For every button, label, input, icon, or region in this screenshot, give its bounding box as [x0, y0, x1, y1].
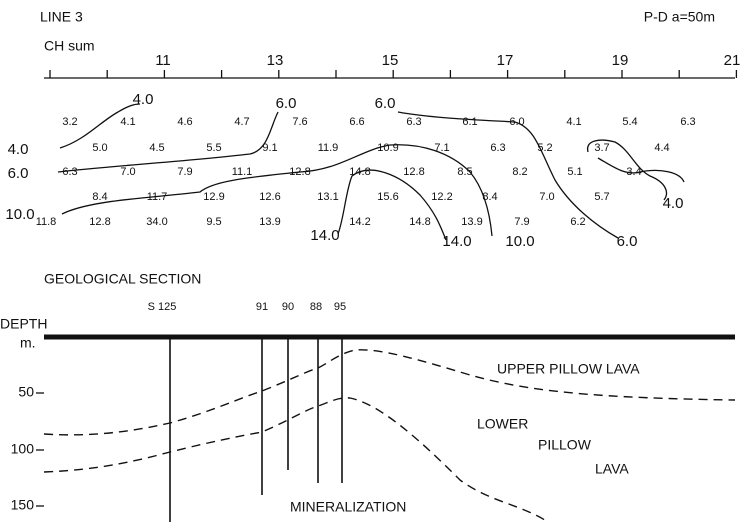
hole-label: 90	[282, 301, 294, 313]
apparent-value: 9.1	[262, 142, 277, 154]
scale-tick-label: 13	[267, 52, 284, 69]
apparent-value: 6.2	[570, 216, 585, 228]
apparent-value: 7.9	[177, 166, 192, 178]
contour-label: 14.0	[442, 233, 471, 250]
apparent-value: 13.1	[317, 191, 338, 203]
contour-label: 6.0	[617, 233, 638, 250]
apparent-value: 6.1	[462, 116, 477, 128]
apparent-value: 8.4	[92, 191, 107, 203]
apparent-value: 7.1	[434, 142, 449, 154]
apparent-value: 6.0	[509, 116, 524, 128]
contour-label: 6.0	[276, 95, 297, 112]
hole-label: 91	[256, 301, 268, 313]
apparent-value: 11.9	[318, 142, 339, 154]
apparent-value: 3.4	[626, 166, 641, 178]
apparent-value: 14.2	[349, 216, 370, 228]
apparent-value: 8.5	[457, 166, 472, 178]
apparent-value: 4.5	[149, 142, 164, 154]
apparent-value: 12.8	[403, 166, 424, 178]
apparent-value: 3.2	[62, 116, 77, 128]
scale-tick-label: 21	[724, 52, 741, 69]
apparent-value: 5.7	[594, 191, 609, 203]
contour-label: 4.0	[8, 141, 29, 158]
apparent-value: 12.9	[203, 191, 224, 203]
unit-label: PILLOW	[538, 437, 592, 453]
mineralization-label: MINERALIZATION	[290, 499, 406, 515]
depth-tick-label: 150	[11, 497, 35, 513]
unit-label: LOWER	[477, 416, 528, 432]
apparent-value: 14.8	[349, 166, 370, 178]
labels: LINE 3 P-D a=50m CH sum 11 13 15 17 19 21 3.2 4.1 4…	[0, 9, 740, 515]
apparent-value: 11.1	[232, 166, 253, 178]
apparent-value: 6.3	[490, 142, 505, 154]
apparent-value: 3.7	[594, 142, 609, 154]
apparent-value: 5.5	[206, 142, 221, 154]
apparent-value: 6.3	[62, 166, 77, 178]
depth-tick-label: 100	[11, 441, 35, 457]
hole-label: 88	[310, 301, 322, 313]
apparent-value: 4.7	[234, 116, 249, 128]
apparent-value: 12.2	[431, 191, 452, 203]
apparent-value: 34.0	[146, 216, 167, 228]
figure: LINE 3 P-D a=50m CH sum 11 13 15 17 19 21 3.2 4.1 4…	[0, 0, 744, 528]
hole-label: 95	[334, 301, 346, 313]
unit-label: UPPER PILLOW LAVA	[497, 361, 640, 377]
apparent-value: 7.6	[292, 116, 307, 128]
apparent-value: 7.0	[120, 166, 135, 178]
apparent-value: 5.1	[567, 166, 582, 178]
apparent-value: 9.5	[206, 216, 221, 228]
contour-label: 14.0	[310, 227, 339, 244]
apparent-value: 11.7	[147, 191, 168, 203]
scale-label: CH sum	[44, 38, 95, 54]
contour-label: 10.0	[505, 233, 534, 250]
scale-tick-label: 11	[155, 52, 171, 69]
unit-label: LAVA	[595, 461, 629, 477]
apparent-value: 13.9	[259, 216, 280, 228]
apparent-value: 6.3	[406, 116, 421, 128]
apparent-value: 4.1	[120, 116, 135, 128]
apparent-value: 4.1	[566, 116, 581, 128]
apparent-value: 8.4	[482, 191, 497, 203]
depth-unit: m.	[20, 335, 36, 351]
apparent-value: 5.2	[537, 142, 552, 154]
apparent-value: 12.8	[289, 166, 310, 178]
title: LINE 3	[40, 9, 83, 25]
contour-label: 6.0	[8, 165, 29, 182]
depth-label: DEPTH	[0, 316, 47, 332]
contour-label: 4.0	[133, 91, 154, 108]
apparent-value: 7.0	[539, 191, 554, 203]
hole-label: S 125	[148, 301, 177, 313]
apparent-value: 13.9	[461, 216, 482, 228]
contour-label: 4.0	[663, 195, 684, 212]
apparent-value: 14.8	[409, 216, 430, 228]
apparent-value: 5.0	[92, 142, 107, 154]
scale-tick-label: 17	[497, 52, 514, 69]
scale-tick-label: 15	[382, 52, 399, 69]
apparent-value: 7.9	[514, 216, 529, 228]
apparent-value: 11.8	[36, 216, 57, 228]
contour-label: 6.0	[375, 95, 396, 112]
apparent-value: 10.9	[377, 142, 398, 154]
apparent-value: 5.4	[622, 116, 637, 128]
apparent-value: 4.6	[177, 116, 192, 128]
contour-label: 10.0	[5, 206, 34, 223]
apparent-value: 12.6	[259, 191, 280, 203]
apparent-value: 6.3	[680, 116, 695, 128]
depth-tick-label: 50	[18, 384, 34, 400]
apparent-value: 4.4	[654, 142, 669, 154]
apparent-value: 12.8	[89, 216, 110, 228]
scale-tick-label: 19	[612, 52, 629, 69]
section-title: GEOLOGICAL SECTION	[44, 271, 201, 287]
apparent-value: 6.6	[349, 116, 364, 128]
array-label: P-D a=50m	[644, 9, 715, 25]
apparent-value: 15.6	[377, 191, 398, 203]
apparent-value: 8.2	[512, 166, 527, 178]
